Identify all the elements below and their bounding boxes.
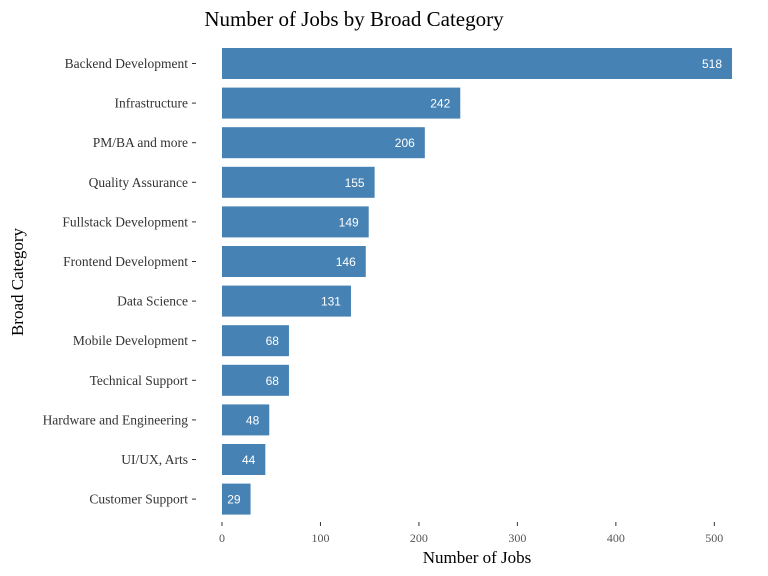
category-label: Data Science: [117, 294, 188, 309]
x-axis-title: Number of Jobs: [423, 548, 532, 567]
x-axis-ticks: 0 100 200 300 400 500: [219, 522, 723, 545]
x-tick-label: 300: [508, 531, 526, 545]
category-label: Hardware and Engineering: [43, 412, 189, 427]
bar-value-label: 518: [702, 57, 722, 71]
category-label: Quality Assurance: [89, 175, 188, 190]
bar-value-label: 44: [242, 453, 256, 467]
chart-title: Number of Jobs by Broad Category: [204, 7, 504, 31]
category-label: Technical Support: [90, 373, 189, 388]
bar: [222, 48, 733, 79]
y-axis-title: Broad Category: [8, 227, 27, 336]
bar: [222, 166, 375, 198]
category-label: Backend Development: [65, 56, 189, 71]
bar-value-label: 68: [266, 374, 280, 388]
bar-value-label: 68: [266, 334, 280, 348]
bars-layer: 518 242 206 155 149 146 131 68 68 48 44 29: [222, 48, 733, 515]
category-label: Customer Support: [89, 492, 188, 507]
category-label: Frontend Development: [63, 254, 188, 269]
bar-value-label: 48: [246, 413, 260, 427]
bar-value-label: 146: [336, 255, 356, 269]
bar-value-label: 149: [339, 215, 359, 229]
x-tick-label: 500: [705, 531, 723, 545]
category-label: Mobile Development: [73, 333, 188, 348]
bar-value-label: 29: [227, 493, 241, 507]
bar: [222, 364, 289, 396]
category-labels: Backend Development Infrastructure PM/BA a…: [43, 56, 196, 507]
bar: [222, 246, 366, 277]
x-tick-label: 200: [410, 531, 428, 545]
bar-value-label: 155: [345, 176, 365, 190]
bar-value-label: 131: [321, 295, 341, 309]
bar: [222, 444, 266, 475]
category-label: UI/UX, Arts: [121, 452, 188, 467]
bar: [222, 483, 251, 515]
bar-value-label: 206: [395, 136, 415, 150]
x-tick-label: 100: [311, 531, 329, 545]
bar: [222, 127, 425, 159]
x-tick-label: 0: [219, 531, 225, 545]
category-label: PM/BA and more: [93, 135, 188, 150]
category-label: Infrastructure: [115, 96, 188, 111]
bar: [222, 325, 289, 357]
bar-value-label: 242: [430, 97, 450, 111]
bar: [222, 206, 369, 238]
bar: [222, 404, 270, 436]
bar: [222, 285, 351, 317]
x-tick-label: 400: [607, 531, 625, 545]
category-label: Fullstack Development: [62, 214, 188, 229]
bar: [222, 87, 461, 119]
